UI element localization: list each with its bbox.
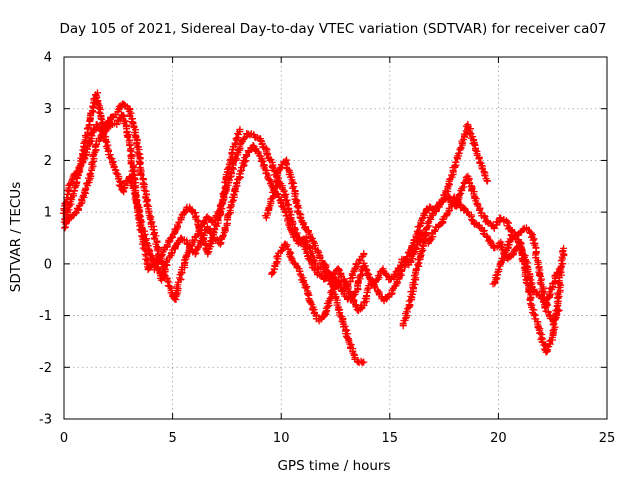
x-tick-label: 25 (599, 431, 616, 446)
point-markers (268, 240, 368, 325)
grid (64, 57, 607, 419)
series-track-3 (59, 111, 563, 315)
x-axis-label: GPS time / hours (277, 458, 390, 474)
x-tick-label: 0 (60, 431, 68, 446)
y-tick-label: -3 (39, 413, 52, 428)
point-markers (59, 111, 563, 315)
y-tick-label: -2 (39, 361, 52, 376)
point-markers (489, 228, 568, 356)
series-track-7 (489, 228, 568, 356)
y-tick-label: -1 (39, 309, 52, 324)
y-tick-label: 4 (44, 51, 52, 66)
point-markers (261, 156, 368, 367)
series-track-4 (261, 156, 368, 367)
x-tick-label: 10 (273, 431, 290, 446)
data-points (59, 89, 568, 367)
x-tick-label: 15 (382, 431, 399, 446)
y-axis-label: SDTVAR / TECUs (8, 182, 24, 292)
series-track-5 (268, 240, 368, 325)
y-tick-label: 1 (44, 206, 52, 221)
series-track-6 (399, 121, 492, 330)
point-markers (399, 121, 492, 330)
chart-title: Day 105 of 2021, Sidereal Day-to-day VTE… (59, 21, 606, 37)
y-tick-label: 0 (44, 257, 52, 272)
y-tick-label: 2 (44, 154, 52, 169)
x-tick-label: 20 (490, 431, 507, 446)
plot-frame (63, 56, 608, 420)
y-tick-label: 3 (44, 102, 52, 117)
x-tick-labels: 0 5 10 15 20 25 (60, 431, 615, 446)
x-tick-label: 5 (168, 431, 176, 446)
y-tick-labels: -3 -2 -1 0 1 2 3 4 (39, 51, 52, 428)
